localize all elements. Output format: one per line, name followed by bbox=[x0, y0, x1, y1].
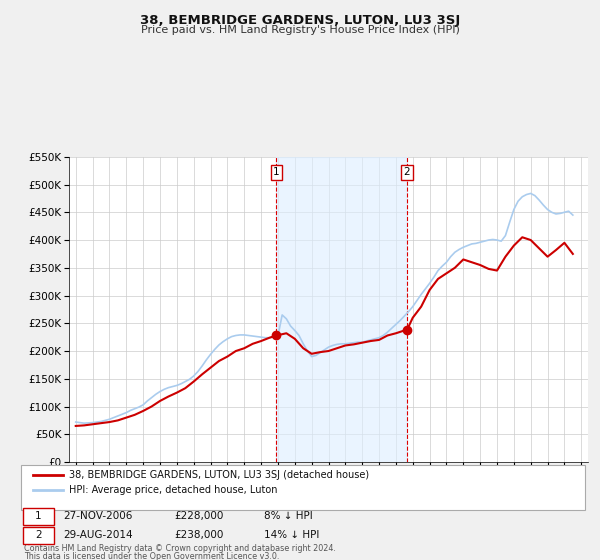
Text: 1: 1 bbox=[35, 511, 42, 521]
Text: 14% ↓ HPI: 14% ↓ HPI bbox=[264, 530, 319, 540]
Text: 2: 2 bbox=[404, 167, 410, 178]
Text: Price paid vs. HM Land Registry's House Price Index (HPI): Price paid vs. HM Land Registry's House … bbox=[140, 25, 460, 35]
Bar bbox=[277, 157, 407, 462]
Text: £228,000: £228,000 bbox=[174, 511, 223, 521]
Text: HPI: Average price, detached house, Luton: HPI: Average price, detached house, Luto… bbox=[69, 485, 277, 495]
Text: 38, BEMBRIDGE GARDENS, LUTON, LU3 3SJ (detached house): 38, BEMBRIDGE GARDENS, LUTON, LU3 3SJ (d… bbox=[69, 470, 369, 480]
Text: This data is licensed under the Open Government Licence v3.0.: This data is licensed under the Open Gov… bbox=[24, 552, 280, 560]
Text: 2: 2 bbox=[35, 530, 42, 540]
Text: 1: 1 bbox=[273, 167, 280, 178]
Text: 38, BEMBRIDGE GARDENS, LUTON, LU3 3SJ: 38, BEMBRIDGE GARDENS, LUTON, LU3 3SJ bbox=[140, 14, 460, 27]
Text: 8% ↓ HPI: 8% ↓ HPI bbox=[264, 511, 313, 521]
Text: 27-NOV-2006: 27-NOV-2006 bbox=[63, 511, 133, 521]
Text: £238,000: £238,000 bbox=[174, 530, 223, 540]
Text: Contains HM Land Registry data © Crown copyright and database right 2024.: Contains HM Land Registry data © Crown c… bbox=[24, 544, 336, 553]
Text: 29-AUG-2014: 29-AUG-2014 bbox=[63, 530, 133, 540]
